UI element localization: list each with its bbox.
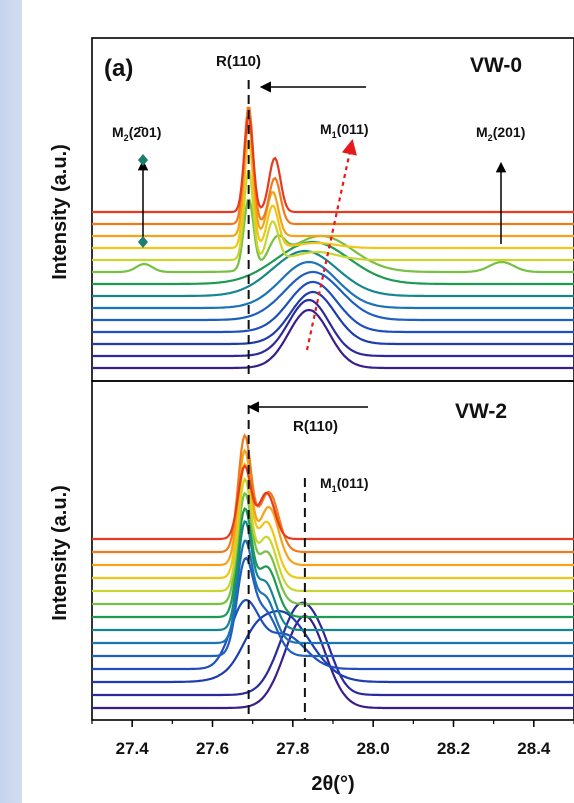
vw0-series-5 bbox=[92, 270, 574, 322]
vw2-series-6 bbox=[92, 539, 574, 645]
y-axis-label-top: Intensity (a.u.) bbox=[49, 144, 71, 280]
vw2-series-12 bbox=[92, 448, 574, 567]
r110-label-bottom: R(110) bbox=[293, 418, 338, 435]
vw2-series-13 bbox=[92, 433, 574, 554]
x-tick-label-4: 28.0 bbox=[357, 739, 390, 758]
top-series-group bbox=[92, 106, 574, 370]
m2-left-label: M2(2̄01) bbox=[112, 124, 161, 143]
vw0-series-2 bbox=[92, 298, 574, 358]
vw2-series-9 bbox=[92, 491, 574, 606]
vw2-series-1 bbox=[92, 614, 574, 710]
x-tick-label-3: 27.8 bbox=[276, 739, 309, 758]
vw0-series-9 bbox=[92, 198, 574, 274]
vw2-series-4 bbox=[92, 598, 574, 671]
vw2-series-10 bbox=[92, 477, 574, 593]
vw2-series-14 bbox=[92, 464, 574, 541]
m2-left-marker-top bbox=[138, 154, 148, 166]
vw2-series-3 bbox=[92, 609, 574, 684]
m1-label-bottom: M1(011) bbox=[320, 475, 369, 494]
vw0-series-1 bbox=[92, 308, 574, 370]
dashed-reference-lines bbox=[247, 80, 306, 720]
panel-label: (a) bbox=[104, 55, 133, 82]
vw0-series-6 bbox=[92, 260, 574, 310]
r110-label-top: R(110) bbox=[216, 53, 261, 70]
vw0-series-14 bbox=[92, 116, 574, 214]
vw2-series-11 bbox=[92, 461, 574, 580]
m2-left-marker-bottom bbox=[138, 236, 148, 248]
vw0-series-4 bbox=[92, 280, 574, 334]
vw0-series-11 bbox=[92, 140, 574, 250]
vw0-series-8 bbox=[92, 240, 574, 286]
vw2-series-5 bbox=[92, 556, 574, 658]
vw0-series-7 bbox=[92, 249, 574, 298]
vw0-series-12 bbox=[92, 122, 574, 238]
vw2-series-2 bbox=[92, 601, 574, 697]
sample-label-vw0: VW-0 bbox=[470, 54, 522, 77]
m2-right-label: M2(201) bbox=[476, 124, 525, 143]
vw0-series-10 bbox=[92, 170, 574, 262]
bottom-series-group bbox=[92, 433, 574, 710]
x-tick-label-1: 27.4 bbox=[116, 739, 150, 758]
x-tick-label-2: 27.6 bbox=[196, 739, 229, 758]
x-tick-label-5: 28.2 bbox=[437, 739, 470, 758]
y-axis-label-bottom: Intensity (a.u.) bbox=[49, 485, 71, 621]
vw2-series-8 bbox=[92, 506, 574, 619]
vw2-series-7 bbox=[92, 520, 574, 632]
vw0-series-13 bbox=[92, 106, 574, 226]
sample-label-vw2: VW-2 bbox=[455, 400, 507, 423]
m1-shift-arrow-top bbox=[305, 138, 357, 351]
m1-label-top: M1(011) bbox=[320, 121, 369, 140]
x-axis-ticks: 27.4 27.6 27.8 28.0 28.2 28.4 bbox=[91, 720, 574, 758]
x-axis-label: 2θ(°) bbox=[311, 773, 354, 795]
x-tick-label-6: 28.4 bbox=[517, 739, 551, 758]
vw0-series-3 bbox=[92, 290, 574, 346]
